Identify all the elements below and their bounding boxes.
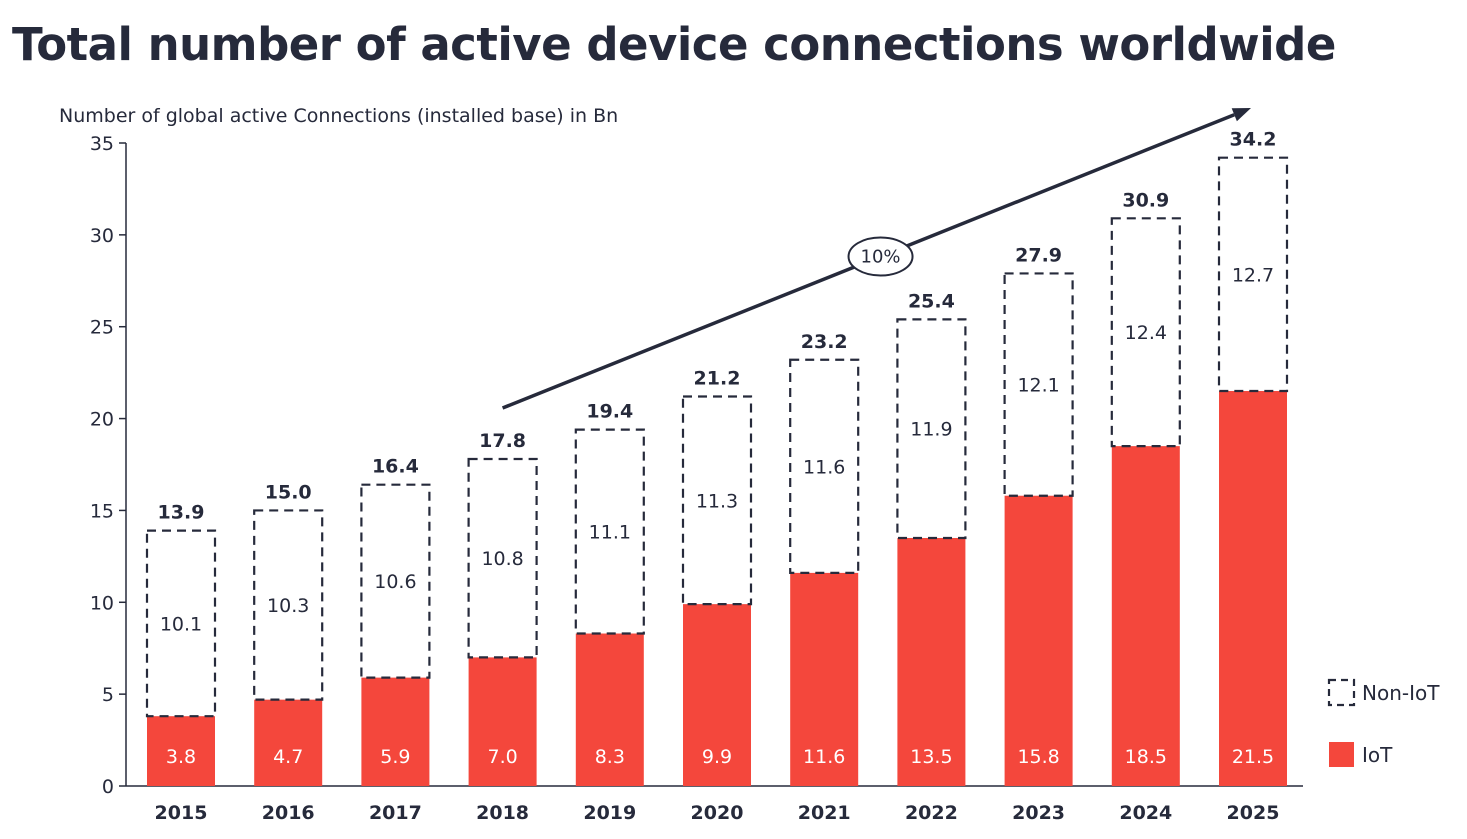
- non-iot-value-label: 10.6: [374, 571, 416, 593]
- non-iot-value-label: 12.4: [1125, 322, 1167, 344]
- x-tick-label: 2015: [155, 802, 208, 824]
- y-tick-label: 35: [90, 133, 114, 155]
- non-iot-value-label: 11.3: [696, 490, 738, 512]
- iot-value-label: 21.5: [1232, 746, 1274, 768]
- iot-value-label: 13.5: [910, 746, 952, 768]
- total-value-label: 23.2: [801, 331, 848, 353]
- non-iot-value-label: 10.3: [267, 595, 309, 617]
- total-value-label: 27.9: [1015, 244, 1062, 266]
- x-tick-label: 2018: [476, 802, 529, 824]
- bar-iot: [1111, 446, 1180, 786]
- bar-non-iot: [145, 529, 217, 718]
- non-iot-value-label: 12.7: [1232, 264, 1274, 286]
- iot-value-label: 3.8: [166, 746, 196, 768]
- iot-value-label: 18.5: [1125, 746, 1167, 768]
- bar-non-iot: [1110, 217, 1181, 448]
- y-tick-label: 5: [102, 684, 114, 706]
- y-tick-label: 30: [90, 225, 114, 247]
- bar-non-iot: [896, 318, 967, 540]
- total-value-label: 16.4: [372, 456, 419, 478]
- y-axis-label: Number of global active Connections (ins…: [59, 105, 618, 127]
- bar-non-iot: [1217, 156, 1289, 393]
- chart-title: Total number of active device connection…: [12, 18, 1336, 71]
- bar-iot: [1004, 495, 1073, 786]
- iot-value-label: 9.9: [702, 746, 732, 768]
- x-tick-label: 2019: [583, 802, 636, 824]
- bar-iot: [254, 699, 323, 786]
- x-tick-label: 2025: [1227, 802, 1280, 824]
- non-iot-value-label: 10.8: [481, 548, 523, 570]
- x-tick-label: 2022: [905, 802, 958, 824]
- non-iot-value-label: 12.1: [1017, 375, 1059, 397]
- bar-iot: [361, 677, 430, 786]
- total-value-label: 25.4: [908, 290, 955, 312]
- iot-value-label: 4.7: [273, 746, 303, 768]
- legend-label: Non-IoT: [1362, 681, 1440, 705]
- total-value-label: 19.4: [586, 401, 633, 423]
- bar-non-iot: [253, 509, 324, 701]
- y-tick-label: 10: [90, 592, 114, 614]
- legend-swatch-iot: [1329, 742, 1354, 767]
- bar-non-iot: [574, 428, 645, 635]
- x-tick-label: 2016: [262, 802, 315, 824]
- bar-iot: [790, 572, 859, 786]
- total-value-label: 13.9: [158, 502, 205, 524]
- x-tick-label: 2020: [691, 802, 744, 824]
- bar-non-iot: [681, 395, 753, 606]
- bar-iot: [468, 657, 537, 786]
- non-iot-value-label: 10.1: [160, 613, 202, 635]
- total-value-label: 17.8: [479, 430, 526, 452]
- bar-non-iot: [1003, 272, 1074, 497]
- bars: 3.8 10.1 13.9 2015 4.7 10.3 15.0 2016 5.9 10.6 16.…: [145, 129, 1289, 824]
- legend: Non-IoT IoT: [1327, 678, 1440, 767]
- total-value-label: 30.9: [1122, 189, 1169, 211]
- iot-value-label: 8.3: [595, 746, 625, 768]
- iot-value-label: 11.6: [803, 746, 845, 768]
- cagr-label: 10%: [861, 247, 901, 268]
- bar-iot: [1219, 391, 1287, 786]
- y-tick-label: 20: [90, 409, 114, 431]
- x-tick-label: 2024: [1119, 802, 1172, 824]
- total-value-label: 15.0: [265, 481, 312, 503]
- x-tick-label: 2021: [798, 802, 851, 824]
- bar-iot: [147, 716, 215, 786]
- non-iot-value-label: 11.9: [910, 419, 952, 441]
- legend-label: IoT: [1362, 743, 1393, 767]
- iot-value-label: 7.0: [487, 746, 517, 768]
- legend-swatch-non-iot: [1327, 678, 1356, 707]
- x-tick-label: 2017: [369, 802, 422, 824]
- total-value-label: 21.2: [694, 368, 741, 390]
- non-iot-value-label: 11.6: [803, 456, 845, 478]
- bar-iot: [683, 604, 751, 786]
- iot-value-label: 15.8: [1017, 746, 1059, 768]
- iot-value-label: 5.9: [380, 746, 410, 768]
- y-tick-label: 15: [90, 500, 114, 522]
- cagr-ellipse: [847, 236, 914, 277]
- x-tick-label: 2023: [1012, 802, 1065, 824]
- bar-non-iot: [360, 483, 431, 679]
- bar-iot: [897, 537, 966, 786]
- bar-iot: [575, 633, 644, 786]
- bar-non-iot: [467, 457, 538, 659]
- bar-non-iot: [789, 358, 860, 574]
- non-iot-value-label: 11.1: [589, 522, 631, 544]
- cagr-arrow-head: [1231, 108, 1251, 122]
- cagr-annotation: 10%: [501, 108, 1251, 410]
- total-value-label: 34.2: [1230, 129, 1277, 151]
- y-tick-label: 0: [102, 776, 114, 798]
- y-tick-label: 25: [90, 317, 114, 339]
